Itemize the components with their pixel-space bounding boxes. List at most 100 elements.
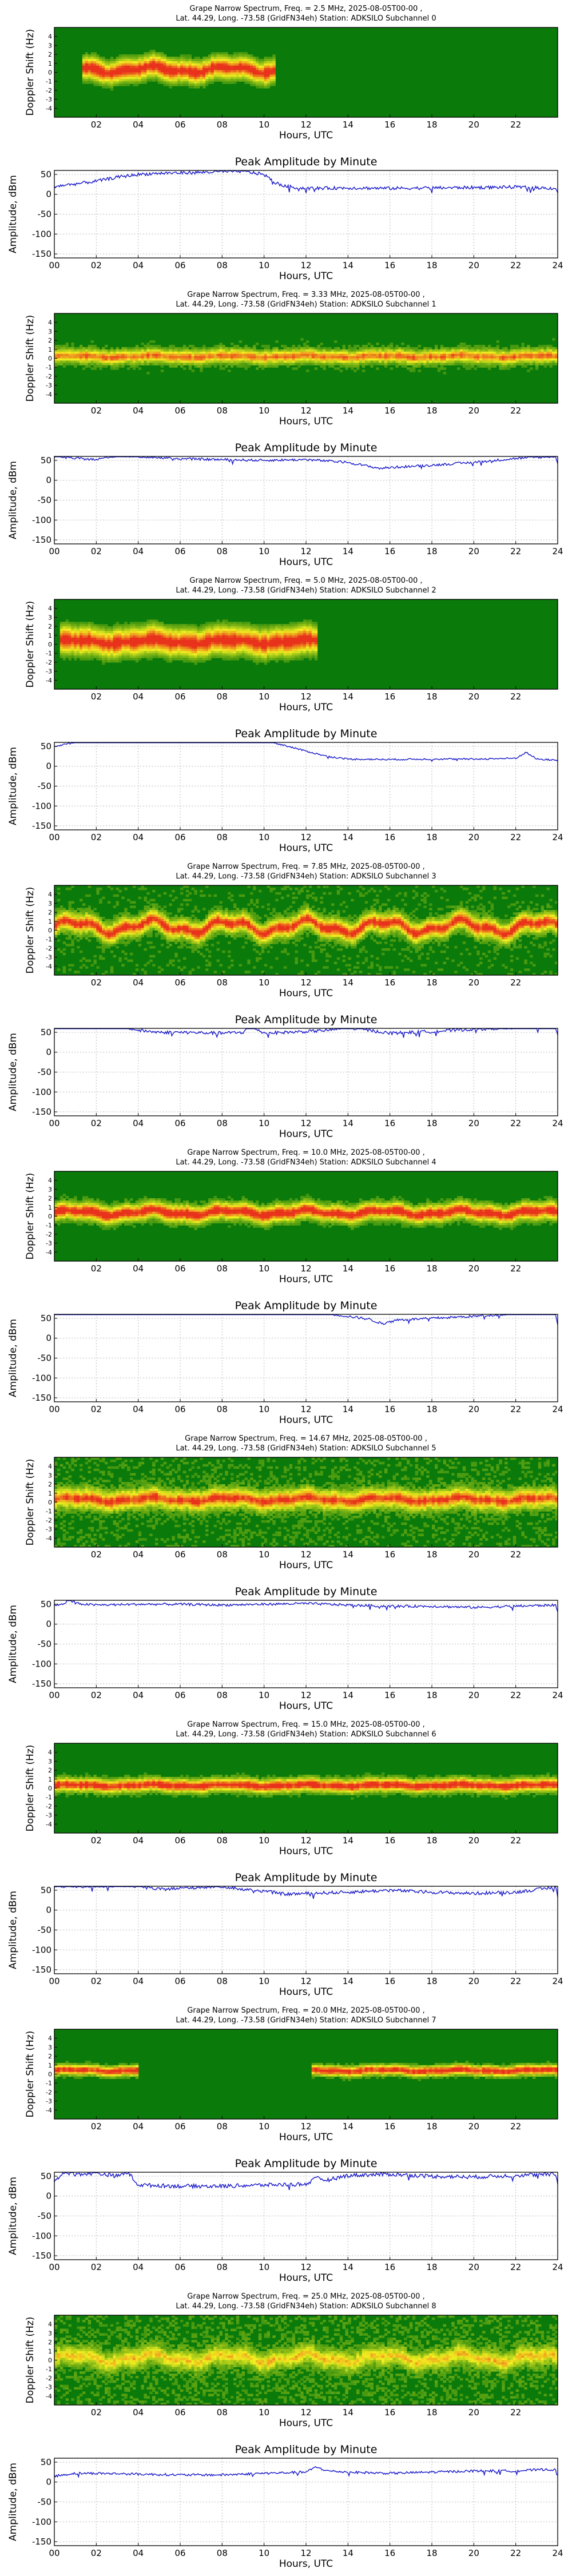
spectrogram-cell	[284, 347, 287, 350]
spectrogram-cell	[202, 645, 205, 647]
spectrogram-cell	[88, 960, 91, 963]
spectrogram-cell	[130, 645, 133, 647]
spectrogram-cell	[177, 631, 180, 634]
spectrogram-cell	[127, 54, 130, 57]
spectrogram-cell	[113, 629, 116, 631]
y-tick-label: -50	[38, 495, 52, 506]
spectrogram-cell	[325, 356, 328, 359]
spectrogram-cell	[127, 359, 130, 361]
spectrogram-cell	[208, 365, 211, 368]
spectrogram-cell	[261, 638, 264, 641]
spectrogram-cell	[96, 928, 99, 931]
spectrogram-cell	[516, 360, 519, 363]
spectrogram-cell	[149, 363, 152, 365]
spectrogram-cell	[96, 59, 99, 62]
spectrogram-cell	[239, 356, 242, 359]
spectrogram-cell	[259, 68, 261, 71]
spectrogram-cell	[93, 908, 96, 911]
spectrogram-cell	[91, 52, 94, 55]
spectrogram-cell	[85, 629, 88, 631]
spectrogram-cell	[127, 917, 130, 920]
spectrogram-cell	[420, 352, 423, 355]
spectrogram-cell	[306, 340, 309, 343]
spectrogram-cell	[250, 354, 253, 357]
spectrogram-cell	[54, 935, 57, 937]
spectrogram-cell	[256, 73, 259, 75]
spectrogram-cell	[85, 73, 88, 75]
spectrogram-cell	[99, 917, 102, 920]
spectrogram-cell	[541, 356, 544, 359]
spectrogram-cell	[63, 912, 66, 915]
spectrogram-cell	[66, 915, 69, 917]
spectrogram-cell	[295, 653, 297, 656]
spectrogram-cell	[66, 932, 69, 935]
spectrogram-cell	[136, 54, 138, 57]
spectrogram-cell	[166, 79, 169, 82]
spectrogram-cell	[180, 631, 183, 634]
spectrogram-cell	[315, 638, 317, 641]
spectrogram-cell	[108, 349, 110, 352]
spectrogram-cell	[432, 365, 435, 368]
spectrogram-cell	[253, 352, 256, 355]
spectrogram-cell	[136, 660, 138, 663]
spectrogram-cell	[91, 340, 94, 343]
spectrogram-cell	[208, 649, 211, 651]
spectrogram-cell	[186, 635, 189, 638]
spectrogram-cell	[118, 939, 121, 942]
spectrogram-cell	[259, 363, 261, 365]
spectrogram-cell	[507, 352, 510, 355]
spectrogram-cell	[189, 349, 192, 352]
spectrogram-cell	[192, 640, 194, 643]
spectrogram-cell	[105, 640, 108, 643]
spectrogram-cell	[166, 349, 169, 352]
spectrogram-cell	[133, 59, 136, 62]
spectrogram-cell	[284, 658, 287, 661]
spectrogram-cell	[152, 360, 155, 363]
spectrogram-cell	[259, 349, 261, 352]
spectrogram-cell	[133, 642, 136, 645]
spectrogram-cell	[77, 908, 80, 911]
y-tick-label: 4	[48, 605, 52, 613]
spectrogram-cell	[507, 367, 510, 370]
spectrogram-cell	[113, 935, 116, 937]
spectrogram-cell	[535, 367, 538, 370]
spectrogram-cell	[138, 74, 141, 77]
y-axis-label: Doppler Shift (Hz)	[25, 315, 36, 402]
spectrogram-cell	[161, 626, 164, 629]
spectrogram-cell	[127, 347, 130, 350]
spectrogram-cell	[219, 347, 222, 350]
spectrogram-cell	[272, 356, 275, 359]
spectrogram-cell	[124, 74, 127, 77]
spectrogram-cell	[261, 645, 264, 647]
spectrogram-cell	[77, 638, 80, 641]
spectrogram-cell	[253, 642, 256, 645]
spectrogram-cell	[211, 349, 214, 352]
spectrogram-cell	[60, 924, 63, 927]
spectrogram-cell	[242, 642, 245, 645]
spectrogram-cell	[158, 646, 161, 649]
spectrogram-cell	[99, 649, 102, 651]
spectrogram-cell	[217, 363, 220, 365]
spectrogram-cell	[505, 365, 507, 368]
spectrogram-cell	[356, 352, 359, 355]
spectrogram-cell	[233, 640, 236, 643]
spectrogram-cell	[225, 359, 228, 361]
spectrogram-cell	[166, 77, 169, 79]
spectrogram-cell	[485, 365, 488, 368]
spectrogram-cell	[82, 68, 85, 71]
spectrogram-cell	[225, 354, 228, 357]
spectrogram-cell	[91, 964, 94, 967]
spectrogram-cell	[133, 917, 136, 920]
spectrogram-cell	[124, 347, 127, 350]
spectrogram-cell	[146, 345, 149, 348]
spectrogram-cell	[138, 944, 141, 947]
spectrogram-cell	[164, 68, 166, 71]
spectrogram-cell	[488, 363, 491, 365]
spectrogram-cell	[309, 352, 312, 355]
spectrogram-cell	[116, 658, 119, 661]
spectrogram-cell	[169, 61, 172, 64]
spectrogram-cell	[351, 363, 353, 365]
spectrogram-cell	[278, 653, 281, 656]
spectrogram-cell	[110, 631, 113, 634]
spectrogram-cell	[287, 645, 289, 647]
